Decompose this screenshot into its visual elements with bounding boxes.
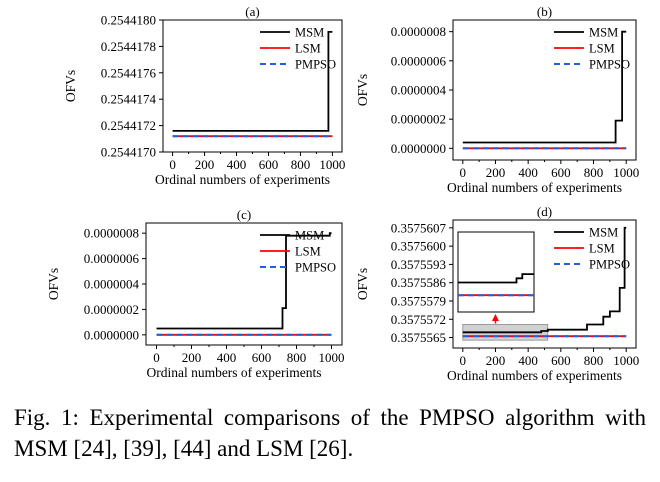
- x-tick-label: 600: [259, 157, 279, 172]
- x-tick-label: 0: [460, 353, 467, 368]
- y-tick-label: 0.2544172: [101, 118, 156, 133]
- chart-panel-b: (b) 0 200 400 600 800 1000 0.0000000 0.0000002 0.…: [355, 4, 639, 195]
- legend-label-lsm: LSM: [295, 42, 321, 56]
- y-tick-label: 0.2544178: [101, 39, 156, 54]
- y-axis-label: OFVs: [46, 268, 61, 300]
- series-line-msm: [462, 30, 627, 144]
- x-tick-label: 800: [584, 353, 604, 368]
- x-tick-label: 200: [182, 350, 202, 365]
- legend-label-pmpso: PMPSO: [295, 58, 336, 72]
- y-tick-label: 0.0000008: [84, 226, 139, 241]
- y-tick-label: 0.2544180: [101, 13, 156, 28]
- x-tick-label: 0: [460, 165, 467, 180]
- y-tick-label: 0.0000000: [84, 327, 139, 342]
- legend: MSM LSM PMPSO: [260, 229, 336, 275]
- zoom-arrow-head: [491, 314, 499, 321]
- legend-label-lsm: LSM: [589, 242, 615, 256]
- x-tick-label: 200: [486, 165, 506, 180]
- inset-frame: [457, 231, 535, 313]
- x-tick-label: 800: [584, 165, 604, 180]
- y-tick-label: 0.2544174: [101, 92, 157, 107]
- x-tick-label: 0: [169, 157, 176, 172]
- legend-label-pmpso: PMPSO: [295, 261, 336, 275]
- x-tick-label: 1000: [613, 353, 639, 368]
- x-tick-label: 800: [287, 350, 307, 365]
- x-tick-label: 400: [518, 353, 538, 368]
- y-tick-label: 0.3575572: [391, 312, 446, 327]
- y-axis-label: OFVs: [63, 70, 78, 102]
- series-line-msm: [156, 232, 332, 330]
- panel-title: (d): [537, 204, 552, 219]
- legend-label-lsm: LSM: [589, 42, 615, 56]
- y-tick-label: 0.3575600: [391, 239, 446, 254]
- x-tick-label: 600: [252, 350, 272, 365]
- y-tick-label: 0.0000006: [391, 53, 447, 68]
- inset-zoom: [457, 231, 535, 324]
- chart-panel-c: (c) 0 200 400 600 800 1000 0.0000000 0.0000002 0.…: [46, 207, 345, 380]
- legend-label-pmpso: PMPSO: [589, 58, 630, 72]
- panel-title: (a): [245, 4, 259, 19]
- x-axis-label: Ordinal numbers of experiments: [155, 172, 330, 187]
- x-tick-label: 1000: [613, 165, 639, 180]
- y-tick-label: 0.0000008: [391, 24, 446, 39]
- x-axis-label: Ordinal numbers of experiments: [146, 365, 321, 380]
- y-tick-label: 0.3575593: [391, 257, 446, 272]
- x-tick-label: 400: [217, 350, 237, 365]
- y-tick-label: 0.3575579: [391, 293, 446, 308]
- y-tick-label: 0.0000002: [391, 112, 446, 127]
- y-tick-label: 0.2544176: [101, 65, 157, 80]
- legend-label-msm: MSM: [589, 26, 618, 40]
- legend-label-msm: MSM: [295, 26, 324, 40]
- plot-frame: [162, 19, 343, 153]
- y-tick-label: 0.0000004: [84, 277, 140, 292]
- legend-label-lsm: LSM: [295, 245, 321, 259]
- panel-title: (b): [537, 4, 552, 19]
- x-tick-label: 0: [153, 350, 160, 365]
- series-line-msm: [462, 226, 627, 334]
- x-tick-label: 200: [195, 157, 215, 172]
- legend-label-msm: MSM: [589, 226, 618, 240]
- x-tick-label: 400: [518, 165, 538, 180]
- panel-title: (c): [237, 207, 251, 222]
- y-tick-label: 0.3575607: [391, 220, 447, 235]
- x-tick-label: 600: [551, 165, 571, 180]
- x-tick-label: 1000: [319, 157, 345, 172]
- x-tick-label: 400: [227, 157, 247, 172]
- figure-caption: Fig. 1: Experimental comparisons of the …: [14, 405, 646, 461]
- y-tick-label: 0.0000002: [84, 302, 139, 317]
- x-tick-label: 800: [291, 157, 311, 172]
- series-line-msm: [172, 30, 333, 132]
- legend-label-pmpso: PMPSO: [589, 258, 630, 272]
- chart-panel-a: (a) 0 200 400 600 800 1000 0.2544170 0.2544172 0.…: [63, 4, 345, 187]
- x-tick-label: 200: [486, 353, 506, 368]
- x-axis-label: Ordinal numbers of experiments: [447, 180, 622, 195]
- y-tick-label: 0.0000000: [391, 141, 446, 156]
- y-tick-label: 0.3575586: [391, 275, 447, 290]
- chart-panel-d: (d) 0 200 400 600 800 1000 0.3575565 0.3575572 0.…: [355, 204, 639, 383]
- x-tick-label: 600: [551, 353, 571, 368]
- y-tick-label: 0.2544170: [101, 145, 156, 160]
- y-tick-label: 0.0000006: [84, 251, 140, 266]
- legend-label-msm: MSM: [295, 229, 324, 243]
- y-tick-label: 0.3575565: [391, 330, 446, 345]
- legend: MSM LSM PMPSO: [554, 26, 630, 72]
- y-tick-label: 0.0000004: [391, 83, 447, 98]
- x-axis-label: Ordinal numbers of experiments: [447, 368, 622, 383]
- y-axis-label: OFVs: [355, 268, 370, 300]
- legend: MSM LSM PMPSO: [260, 26, 336, 72]
- legend: MSM LSM PMPSO: [554, 226, 630, 272]
- inset-series-line-msm: [458, 273, 534, 284]
- figure: (a) 0 200 400 600 800 1000 0.2544170 0.2544172 0.…: [46, 4, 639, 383]
- y-axis-label: OFVs: [355, 74, 370, 106]
- x-tick-label: 1000: [319, 350, 345, 365]
